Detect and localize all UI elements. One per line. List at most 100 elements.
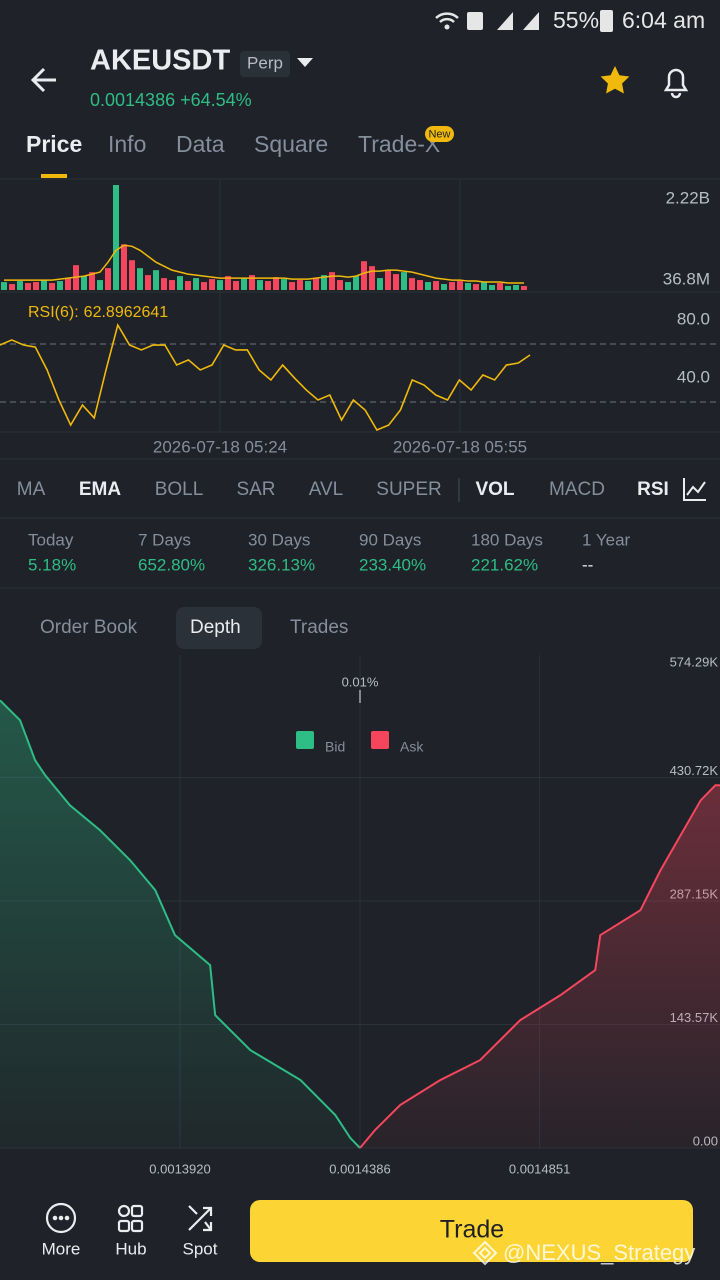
performance: Today 5.18% 7 Days 652.80% 30 Days 326.13% 90 … [28, 530, 631, 574]
volume-bar [169, 280, 175, 290]
indicator-bar: MA EMA BOLL SAR AVL SUPER VOL MACD RSI [17, 479, 669, 500]
volume-chart: 2.22B 36.8M [1, 185, 710, 290]
x-tick-label: 0.0013920 [149, 1161, 210, 1176]
rsi-line [0, 322, 531, 431]
period: 1 Year [582, 530, 631, 549]
badge-bg [425, 126, 454, 142]
period: 180 Days [471, 530, 543, 549]
volume-bar [145, 275, 151, 290]
tab[interactable]: Data [176, 131, 225, 157]
rsi-value: 62.8962641 [84, 304, 169, 321]
volume-bar [337, 280, 343, 290]
dropdown[interactable] [297, 58, 313, 67]
volume-bar [489, 285, 495, 290]
depth-line [359, 784, 720, 1149]
volume-bar [377, 278, 383, 290]
volume-bar [473, 284, 479, 290]
trade-label[interactable]: Trade [440, 1216, 504, 1244]
nav-label[interactable]: More [42, 1239, 81, 1258]
volume-bar [233, 281, 239, 290]
alert[interactable] [663, 68, 689, 99]
tab[interactable]: Price [26, 131, 82, 157]
time-label: 2026-07-18 05:24 [153, 437, 287, 456]
volume-bar [417, 280, 423, 290]
volume-bar [345, 282, 351, 290]
volume-bar [17, 281, 23, 290]
book-tab[interactable]: Order Book [40, 617, 138, 638]
nav-label[interactable]: Hub [115, 1239, 146, 1258]
depth-chart: 574.29K430.72K287.15K143.57K0.000.001392… [0, 654, 720, 1176]
legend-swatch [296, 731, 314, 749]
book-tab[interactable]: Depth [190, 617, 241, 638]
volume-bar [105, 268, 111, 290]
volume-bar [393, 274, 399, 290]
period: 7 Days [138, 530, 191, 549]
nav-label[interactable]: Spot [183, 1239, 218, 1258]
symbol[interactable]: AKEUSDT [90, 45, 230, 77]
volume-bar [25, 283, 31, 290]
indicator[interactable]: BOLL [155, 479, 204, 500]
indicator[interactable]: SUPER [376, 479, 441, 500]
chart-settings[interactable] [683, 478, 706, 501]
period: 90 Days [359, 530, 421, 549]
volume-bar [185, 281, 191, 290]
time-grid [0, 180, 720, 433]
indicator[interactable]: EMA [79, 479, 122, 500]
volume-bar [201, 282, 207, 290]
volume-bar [465, 283, 471, 290]
back-button[interactable] [30, 67, 56, 93]
clock: 6:04 am [622, 7, 705, 33]
period-value: 5.18% [28, 555, 76, 574]
volume-bar [257, 280, 263, 290]
y-tick-label: 40.0 [677, 367, 710, 386]
volume-bar [113, 185, 119, 290]
depth-line [0, 699, 361, 1149]
indicator[interactable]: AVL [309, 479, 344, 500]
indicator[interactable]: VOL [475, 479, 514, 500]
rsi-label: RSI(6): 62.8962641 [28, 304, 168, 321]
favorite[interactable] [600, 66, 630, 94]
volume-bar [273, 277, 279, 290]
period-value: 221.62% [471, 555, 538, 574]
tab[interactable]: Info [108, 131, 146, 157]
volume-bar [241, 278, 247, 290]
volume-bar [449, 282, 455, 290]
volume-bar [505, 286, 511, 290]
tab-underline [41, 174, 67, 178]
volume-bar [321, 275, 327, 290]
volume-bar [9, 284, 15, 290]
volume-bar [265, 281, 271, 290]
book-tab[interactable]: Trades [290, 617, 348, 638]
volume-bar [161, 278, 167, 290]
book-tabs: Order Book Depth Trades [40, 617, 348, 638]
volume-bar [297, 280, 303, 290]
new-badge: New [428, 128, 450, 140]
y-tick-label: 36.8M [663, 270, 710, 289]
period: 30 Days [248, 530, 310, 549]
volume-bar [121, 244, 127, 290]
volume-bar [89, 272, 95, 290]
volume-bar [57, 281, 63, 290]
badge-bg [240, 51, 290, 77]
volume-bar [225, 276, 231, 290]
volume-bar [65, 278, 71, 290]
period-value: 652.80% [138, 555, 205, 574]
rsi-name: RSI(6): [28, 304, 79, 321]
indicator[interactable]: MA [17, 479, 46, 500]
active-tab-bg [176, 607, 262, 649]
x-tick-label: 0.0014386 [329, 1161, 390, 1176]
indicator[interactable]: SAR [236, 479, 275, 500]
volume-bar [177, 276, 183, 290]
indicator[interactable]: MACD [549, 479, 605, 500]
legend-label: Ask [400, 739, 424, 755]
volume-bar [289, 282, 295, 290]
volume-bar [481, 282, 487, 290]
volume-bar [425, 282, 431, 290]
tab[interactable]: Square [254, 131, 328, 157]
depth-area [0, 700, 360, 1148]
indicator[interactable]: RSI [637, 479, 669, 500]
volume-bar [401, 272, 407, 290]
trade-button[interactable] [250, 1200, 693, 1262]
